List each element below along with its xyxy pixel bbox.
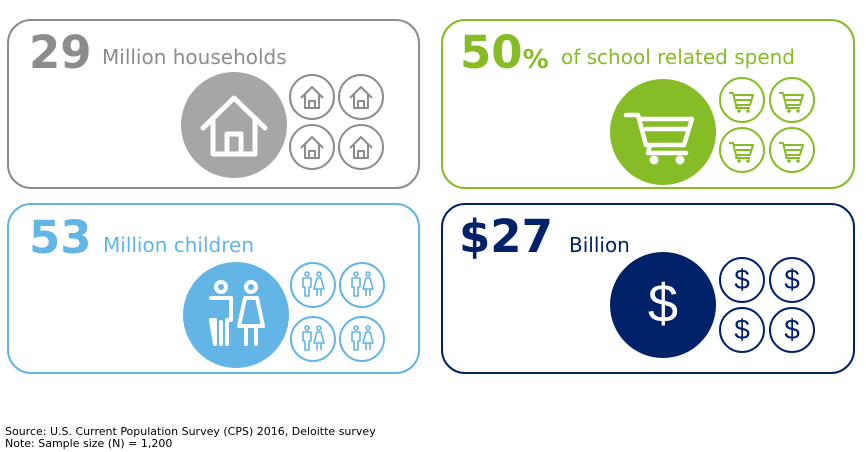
children-icon xyxy=(339,316,385,362)
house-icon xyxy=(338,124,384,170)
children-card: 53 Million children xyxy=(7,203,420,374)
shopping-cart-icon xyxy=(769,127,815,173)
svg-text:$: $ xyxy=(734,314,750,345)
house-icon xyxy=(338,74,384,120)
dollars-label: Billion xyxy=(569,233,630,257)
house-icon xyxy=(181,72,287,178)
svg-text:$: $ xyxy=(734,264,750,295)
dollar-icon: $ xyxy=(719,257,765,303)
spend-number: 50% xyxy=(460,30,549,75)
children-icon xyxy=(290,316,336,362)
house-icon xyxy=(289,124,335,170)
shopping-cart-icon xyxy=(719,77,765,123)
dollar-icon: $ xyxy=(769,307,815,353)
source-footnote: Source: U.S. Current Population Survey (… xyxy=(5,425,376,438)
households-card: 29 Million households xyxy=(7,19,420,189)
school-spend-card: 50% of school related spend xyxy=(441,19,855,189)
shopping-cart-icon xyxy=(610,79,716,185)
svg-text:$: $ xyxy=(784,264,800,295)
children-label: Million children xyxy=(103,233,254,257)
spend-number-unit: % xyxy=(522,45,549,75)
dollar-icon: $ xyxy=(769,257,815,303)
svg-text:$: $ xyxy=(648,274,678,334)
shopping-cart-icon xyxy=(719,127,765,173)
spend-label: of school related spend xyxy=(561,45,796,69)
children-icon xyxy=(183,262,289,368)
dollar-icon: $ xyxy=(719,307,765,353)
households-number: 29 xyxy=(29,26,92,79)
children-number: 53 xyxy=(29,211,92,264)
dollars-number: $27 xyxy=(459,210,553,263)
dollars-card: $27 Billion $ $ $ $ $ xyxy=(441,203,855,374)
house-icon xyxy=(289,74,335,120)
spend-number-value: 50 xyxy=(460,26,523,79)
shopping-cart-icon xyxy=(769,77,815,123)
dollar-icon: $ xyxy=(610,252,716,358)
children-icon xyxy=(339,262,385,308)
children-icon xyxy=(290,262,336,308)
note-footnote: Note: Sample size (N) = 1,200 xyxy=(5,437,173,450)
households-label: Million households xyxy=(102,45,287,69)
svg-text:$: $ xyxy=(784,314,800,345)
